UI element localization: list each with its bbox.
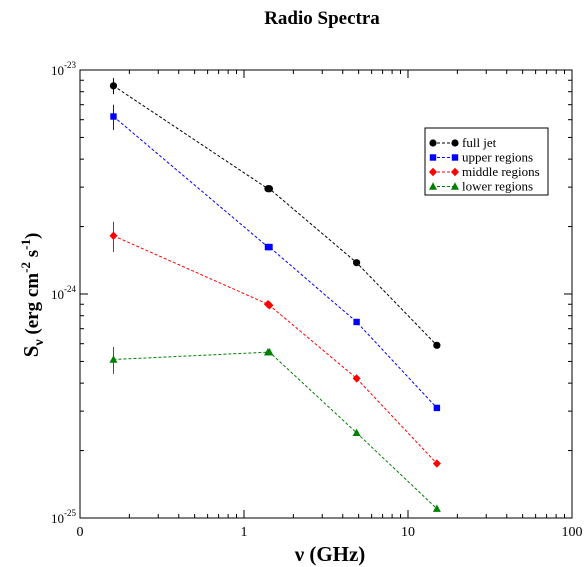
y-axis-label: Sν (erg cm-2 s-1) xyxy=(18,233,47,358)
series-upper-regions xyxy=(110,104,441,412)
data-point-middle-regions xyxy=(352,374,361,383)
data-point-middle-regions xyxy=(109,231,118,240)
data-point-upper-regions xyxy=(110,113,117,120)
data-point-lower-regions xyxy=(432,504,441,512)
data-point-lower-regions xyxy=(265,347,274,356)
legend-label-lower-regions: lower regions xyxy=(462,179,533,194)
x-tick-label: 1 xyxy=(241,525,248,540)
series-lower-regions xyxy=(109,346,441,512)
y-axis-label-exp2: -1 xyxy=(18,239,33,250)
legend-marker-full-jet xyxy=(429,139,437,147)
legend-marker-lower-regions xyxy=(429,182,437,190)
legend-label-upper-regions: upper regions xyxy=(462,150,533,165)
x-axis-label: ν (GHz) xyxy=(294,542,366,566)
data-point-full-jet xyxy=(265,185,274,193)
x-tick-label: 10 xyxy=(401,525,415,540)
legend-label-middle-regions: middle regions xyxy=(462,164,540,179)
data-point-lower-regions xyxy=(109,355,118,363)
series-line-lower-regions xyxy=(113,351,438,510)
series-middle-regions xyxy=(109,221,441,468)
y-axis-label-unit-open: (erg cm xyxy=(22,273,43,340)
data-point-upper-regions xyxy=(433,404,441,412)
svg-text:Sν (erg cm-2 s-1): Sν (erg cm-2 s-1) xyxy=(18,233,47,358)
data-point-upper-regions xyxy=(266,243,273,251)
data-point-full-jet xyxy=(433,341,441,349)
series-line-upper-regions xyxy=(113,116,438,409)
y-axis-label-unit-mid: s xyxy=(22,250,43,262)
series-line-middle-regions xyxy=(113,235,438,464)
data-point-full-jet xyxy=(353,259,361,267)
data-point-lower-regions xyxy=(352,428,361,437)
legend-marker-full-jet xyxy=(451,139,459,147)
x-tick-label: 0 xyxy=(77,525,84,540)
series-line-full-jet xyxy=(113,85,438,346)
chart-title: Radio Spectra xyxy=(264,8,380,29)
y-axis-label-sub: ν xyxy=(32,339,47,347)
legend-marker-middle-regions xyxy=(429,167,437,177)
legend-marker-upper-regions xyxy=(451,154,459,161)
series-full-jet xyxy=(109,78,441,349)
y-tick-label: 10-24 xyxy=(51,284,76,302)
axis-ticks xyxy=(79,70,572,519)
y-axis-label-exp1: -2 xyxy=(18,262,33,273)
y-tick-label: 10-23 xyxy=(51,60,76,78)
series-layer xyxy=(109,78,441,512)
legend-marker-lower-regions xyxy=(451,182,459,190)
legend-marker-upper-regions xyxy=(429,154,437,161)
legend-label-full-jet: full jet xyxy=(462,135,497,150)
x-tick-labels: 0 1 10 100 xyxy=(77,525,583,540)
y-tick-labels: 10-25 10-24 10-23 xyxy=(51,60,76,526)
legend-box xyxy=(424,127,549,196)
y-axis-label-unit-close: ) xyxy=(22,233,43,239)
data-point-middle-regions xyxy=(432,459,441,468)
data-point-middle-regions xyxy=(265,301,274,310)
legend-marker-middle-regions xyxy=(451,167,459,177)
data-point-full-jet xyxy=(109,82,118,90)
y-axis-label-main: S xyxy=(19,346,43,358)
data-point-upper-regions xyxy=(353,318,360,326)
y-tick-label: 10-25 xyxy=(51,508,76,526)
x-tick-label: 100 xyxy=(562,525,583,540)
